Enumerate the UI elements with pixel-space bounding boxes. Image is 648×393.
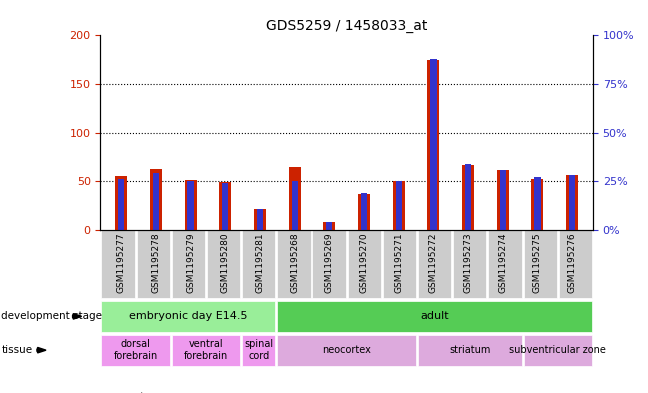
Text: count: count <box>113 392 145 393</box>
Text: development stage: development stage <box>1 311 102 321</box>
Text: adult: adult <box>421 311 449 321</box>
Title: GDS5259 / 1458033_at: GDS5259 / 1458033_at <box>266 19 428 33</box>
Bar <box>288 167 301 230</box>
FancyArrow shape <box>37 347 46 353</box>
Bar <box>222 183 228 230</box>
Bar <box>185 180 197 230</box>
Bar <box>219 182 231 230</box>
Bar <box>358 194 370 230</box>
Bar <box>115 176 127 230</box>
Bar <box>153 173 159 230</box>
Bar <box>531 179 544 230</box>
Text: dorsal
forebrain: dorsal forebrain <box>113 340 157 361</box>
Bar <box>465 164 471 230</box>
Bar <box>323 222 336 230</box>
Bar <box>535 177 540 230</box>
Bar <box>566 175 578 230</box>
Bar <box>496 170 509 230</box>
Bar <box>569 175 575 230</box>
Text: ventral
forebrain: ventral forebrain <box>184 340 228 361</box>
Bar <box>500 170 506 230</box>
Bar <box>150 169 162 230</box>
Bar <box>254 209 266 230</box>
Text: neocortex: neocortex <box>322 345 371 355</box>
Bar <box>393 181 405 230</box>
Bar <box>187 181 194 230</box>
Bar <box>326 222 332 230</box>
Text: embryonic day E14.5: embryonic day E14.5 <box>129 311 248 321</box>
Text: spinal
cord: spinal cord <box>244 340 273 361</box>
Bar <box>257 209 263 230</box>
Text: striatum: striatum <box>449 345 491 355</box>
Bar <box>427 60 439 230</box>
Text: subventricular zone: subventricular zone <box>509 345 606 355</box>
Text: tissue: tissue <box>1 345 32 355</box>
Bar <box>395 181 402 230</box>
FancyArrow shape <box>73 314 82 319</box>
Bar <box>118 179 124 230</box>
Bar <box>430 59 437 230</box>
Bar <box>462 165 474 230</box>
Bar <box>361 193 367 230</box>
Bar <box>292 181 298 230</box>
